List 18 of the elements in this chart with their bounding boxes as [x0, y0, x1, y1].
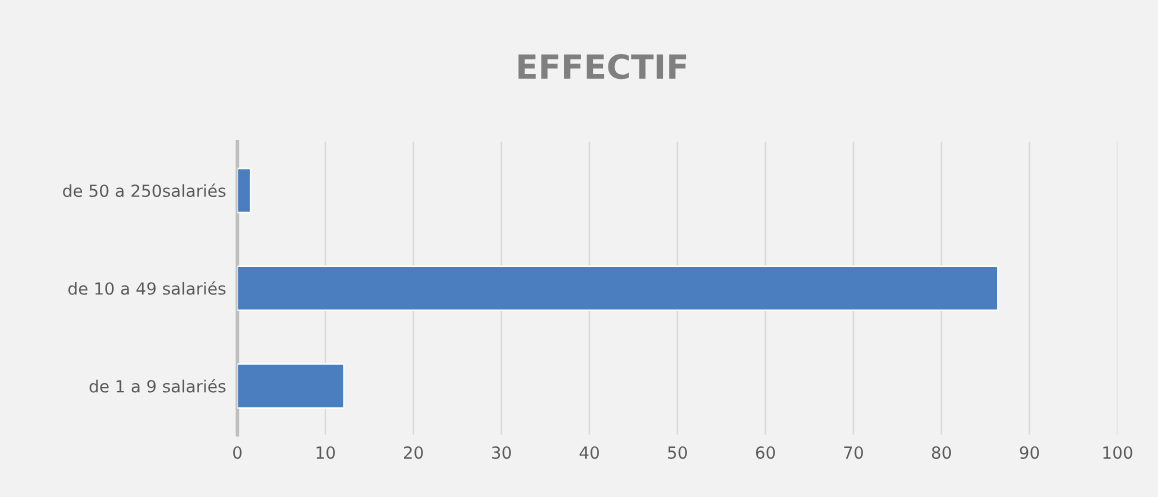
x-tick-label: 100 — [1103, 446, 1133, 459]
y-tick-label: de 10 a 49 salariés — [68, 281, 226, 295]
x-tick-label: 40 — [579, 446, 599, 459]
x-tick-label: 20 — [404, 446, 423, 459]
bar — [237, 363, 345, 409]
x-tick-label: 10 — [316, 446, 335, 459]
bar — [237, 167, 252, 214]
x-tick-label: 60 — [756, 446, 775, 459]
x-tick-label: 50 — [668, 446, 687, 459]
x-tick-label: 80 — [931, 446, 951, 459]
bar — [237, 265, 999, 311]
x-tick-label: 90 — [1019, 446, 1039, 459]
x-tick-label: 30 — [492, 446, 511, 459]
y-tick-label: de 50 a 250salariés — [63, 183, 226, 198]
x-tick-label: 70 — [844, 446, 863, 459]
y-tick-label: de 1 a 9 salariés — [89, 379, 226, 393]
x-tick-label: 0 — [233, 446, 242, 459]
chart-title: EFFECTIF — [518, 54, 687, 80]
